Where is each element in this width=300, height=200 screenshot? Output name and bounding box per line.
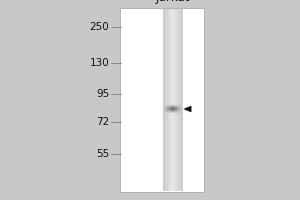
Text: 55: 55 (96, 149, 110, 159)
Text: Jurkat: Jurkat (155, 0, 190, 4)
Text: 250: 250 (90, 22, 110, 32)
Text: 95: 95 (96, 89, 110, 99)
Text: 130: 130 (90, 58, 110, 68)
Text: 72: 72 (96, 117, 110, 127)
Bar (120, 8, 204, 192)
Polygon shape (184, 106, 191, 112)
